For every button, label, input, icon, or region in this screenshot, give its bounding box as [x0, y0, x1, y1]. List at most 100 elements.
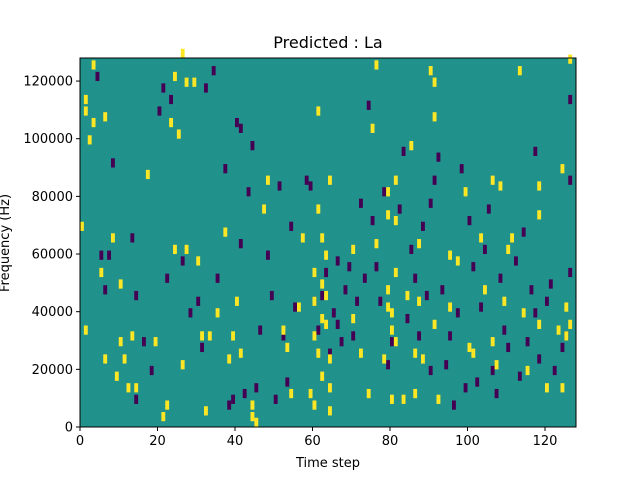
heatmap-cell-high	[87, 135, 92, 145]
heatmap-cell-low	[157, 106, 162, 116]
heatmap-cell-high	[386, 187, 391, 197]
heatmap-cell-low	[428, 198, 433, 208]
heatmap-cell-low	[529, 285, 534, 295]
chart-title: Predicted : La	[273, 33, 382, 52]
heatmap-cell-low	[188, 308, 193, 318]
heatmap-cell-high	[165, 400, 170, 410]
heatmap-cell-high	[103, 354, 108, 364]
heatmap-cell-high	[169, 117, 174, 128]
heatmap-cell-low	[560, 342, 565, 353]
heatmap-cell-high	[467, 342, 472, 353]
heatmap-cell-high	[417, 296, 422, 306]
heatmap-cell-low	[308, 181, 313, 191]
heatmap-cell-low	[545, 296, 549, 306]
heatmap-cell-low	[514, 256, 518, 266]
heatmap-cell-high	[568, 319, 573, 329]
heatmap-cell-high	[525, 365, 530, 376]
heatmap-cell-high	[483, 285, 487, 295]
heatmap-cell-low	[293, 302, 298, 312]
heatmap-cell-high	[173, 244, 177, 255]
heatmap-cell-high	[432, 77, 437, 87]
heatmap-cell-low	[568, 175, 573, 185]
heatmap-cell-low	[355, 296, 360, 306]
heatmap-cell-high	[556, 325, 561, 335]
heatmap-cell-high	[192, 77, 197, 87]
heatmap-cell-low	[269, 290, 274, 301]
heatmap-cell-low	[107, 250, 112, 260]
heatmap-cell-low	[254, 383, 259, 393]
heatmap-cell-high	[173, 71, 177, 82]
heatmap-cell-high	[498, 181, 503, 191]
heatmap-cell-high	[359, 348, 363, 358]
heatmap-cell-low	[486, 204, 491, 214]
heatmap-cell-high	[91, 117, 96, 128]
heatmap-cell-low	[552, 365, 557, 376]
heatmap-cell-high	[328, 383, 332, 393]
heatmap-cell-high	[118, 337, 123, 347]
heatmap-cell-high	[393, 215, 398, 226]
heatmap-cell-low	[362, 273, 367, 283]
heatmap-cell-high	[564, 331, 569, 341]
heatmap-cell-low	[374, 262, 379, 272]
heatmap-cell-high	[436, 394, 441, 404]
heatmap-cell-low	[211, 66, 216, 76]
heatmap-cell-high	[281, 325, 286, 335]
x-tick-label: 40	[227, 434, 244, 449]
y-tick-label: 40000	[32, 305, 73, 320]
heatmap-cell-low	[533, 308, 538, 318]
heatmap-cell-low	[533, 146, 538, 157]
heatmap-cell-high	[560, 164, 565, 174]
heatmap-cell-high	[386, 210, 391, 220]
heatmap-cell-high	[320, 233, 325, 243]
heatmap-cell-high	[374, 239, 379, 249]
heatmap-cell-high	[200, 331, 205, 341]
heatmap-cell-low	[448, 331, 453, 341]
heatmap-cell-high	[432, 319, 437, 329]
heatmap-cell-low	[347, 262, 352, 272]
heatmap-cell-high	[510, 233, 515, 243]
heatmap-cell-high	[374, 60, 379, 70]
heatmap-cell-high	[324, 319, 329, 329]
heatmap-cell-high	[401, 394, 406, 404]
heatmap-cell-high	[521, 308, 526, 318]
heatmap-cell-low	[250, 141, 255, 151]
heatmap-cell-low	[386, 360, 391, 370]
heatmap-cell-high	[432, 112, 437, 122]
heatmap-cell-low	[134, 290, 139, 301]
heatmap-cell-low	[401, 146, 406, 157]
heatmap-cell-high	[196, 256, 201, 266]
heatmap-cell-high	[390, 394, 394, 404]
heatmap-cell-low	[134, 394, 139, 404]
heatmap-cell-high	[351, 313, 356, 324]
heatmap-cell-low	[223, 164, 228, 174]
heatmap-cell-high	[393, 267, 398, 278]
y-tick-label: 20000	[32, 363, 73, 378]
heatmap-cell-high	[250, 400, 255, 410]
heatmap-cell-high	[83, 94, 88, 105]
heatmap-cell-low	[204, 83, 208, 93]
heatmap-cell-low	[246, 187, 251, 197]
heatmap-cell-low	[444, 360, 449, 370]
heatmap-cell-low	[266, 250, 270, 260]
heatmap-cell-low	[161, 83, 166, 93]
heatmap-cell-high	[370, 123, 375, 133]
heatmap-cell-low	[343, 285, 348, 295]
heatmap-cell-low	[506, 342, 511, 353]
heatmap-cell-low	[324, 267, 329, 278]
heatmap-cell-low	[285, 377, 290, 387]
heatmap-cell-high	[266, 175, 270, 185]
heatmap-cell-high	[564, 302, 569, 312]
y-axis-label: Frequency (Hz)	[0, 194, 13, 292]
heatmap-cell-low	[238, 123, 243, 133]
heatmap-cell-high	[537, 181, 542, 191]
heatmap-cell-high	[262, 204, 267, 214]
heatmap-cell-high	[145, 169, 150, 180]
heatmap-cell-low	[281, 331, 286, 341]
heatmap-cell-high	[455, 256, 460, 266]
heatmap-cell-low	[320, 290, 325, 301]
x-tick-label: 100	[455, 434, 480, 449]
heatmap-cell-low	[548, 279, 553, 289]
heatmap-cell-low	[359, 198, 363, 208]
heatmap-cell-high	[204, 406, 208, 416]
heatmap-cell-low	[180, 256, 185, 266]
